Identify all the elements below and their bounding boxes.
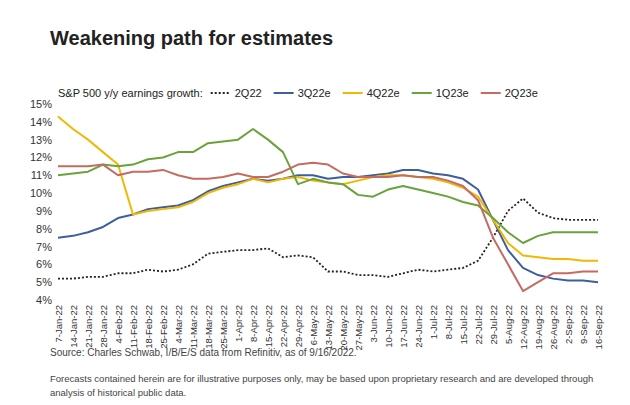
y-tick-label: 7% [36,241,52,253]
x-tick-label: 27-May-22 [353,305,364,350]
legend-swatch [412,92,432,94]
x-tick-label: 25-Mar-22 [218,305,229,349]
x-tick-label: 4-Mar-22 [173,305,184,344]
y-tick-label: 12% [30,151,52,163]
footnote: Forecasts contained herein are for illus… [50,373,593,384]
x-tick-label: 24-Jun-22 [413,305,424,348]
legend: S&P 500 y/y earnings growth: 2Q22 3Q22e 4Q2… [58,87,538,99]
x-tick-label: 2-Sep-22 [563,305,574,344]
x-tick-label: 25-Feb-22 [158,305,169,349]
x-tick-label: 21-Jan-22 [83,305,94,348]
legend-label: 2Q23e [505,87,538,99]
y-tick-label: 11% [31,169,52,181]
x-tick-label: 14-Jan-22 [68,305,79,348]
x-tick-label: 8-Jul-22 [443,305,454,339]
y-tick [55,228,57,229]
series-line [58,129,598,243]
y-tick [55,246,57,247]
x-tick-label: 1-Apr-22 [233,305,244,342]
legend-title: S&P 500 y/y earnings growth: [58,87,203,99]
x-tick-label: 22-Apr-22 [278,305,289,347]
y-tick-label: 15% [30,98,52,110]
x-tick-label: 12-Aug-22 [518,305,529,349]
x-tick-label: 1-Jul-22 [428,305,439,339]
x-tick-label: 7-Jan-22 [53,305,64,343]
legend-swatch [211,92,231,94]
x-tick-label: 19-Aug-22 [533,305,544,349]
y-tick [55,282,57,283]
x-tick-label: 28-Jan-22 [98,305,109,348]
series-line [58,116,598,260]
y-tick [55,175,57,176]
legend-swatch [274,92,294,94]
x-tick-label: 8-Apr-22 [248,305,259,342]
x-tick-label: 13-May-22 [323,305,334,350]
x-tick-label: 18-Mar-22 [203,305,214,349]
y-tick [55,157,57,158]
legend-label: 4Q22e [367,87,400,99]
y-tick-label: 14% [30,116,52,128]
x-tick-label: 17-Jun-22 [398,305,409,348]
series-line [58,170,598,282]
y-tick-label: 10% [30,187,52,199]
y-tick [55,210,57,211]
y-tick-label: 8% [36,223,52,235]
y-tick [55,121,57,122]
x-tick-label: 10-Jun-22 [383,305,394,348]
source: Source: Charles Schwab, I/B/E/S data fro… [50,347,357,358]
x-tick-label: 3-Jun-22 [368,305,379,343]
x-tick-label: 22-Jul-22 [473,305,484,345]
x-tick-label: 6-May-22 [308,305,319,345]
plot-area [58,116,598,291]
legend-label: 2Q22 [235,87,262,99]
y-tick-label: 9% [36,205,52,217]
series-line [58,163,598,291]
x-tick-label: 26-Aug-22 [548,305,559,349]
y-tick [55,139,57,140]
y-tick [55,104,57,105]
y-tick [55,264,57,265]
x-tick-label: 15-Apr-22 [263,305,274,347]
y-tick [55,300,57,301]
x-tick-label: 11-Feb-22 [128,305,139,348]
x-tick-label: 29-Jul-22 [488,305,499,345]
legend-label: 1Q23e [436,87,469,99]
x-tick-label: 5-Aug-22 [503,305,514,344]
y-tick-label: 5% [36,276,52,288]
y-tick-label: 13% [30,134,52,146]
x-tick-label: 9-Sep-22 [578,305,589,344]
x-tick-label: 4-Feb-22 [113,305,124,344]
title: Weakening path for estimates [50,27,333,49]
y-tick-label: 4% [36,294,52,306]
x-tick-label: 20-May-22 [338,305,349,350]
chart: Weakening path for estimates S&P 500 y/y … [0,0,630,405]
x-tick-label: 15-Jul-22 [458,305,469,345]
legend-swatch [343,92,363,94]
x-tick-label: 18-Feb-22 [143,305,154,349]
x-tick-label: 16-Sep-22 [593,305,604,349]
footnote: analysis of historical public data. [50,387,186,398]
legend-swatch [481,92,501,94]
y-tick-label: 6% [36,258,52,270]
x-tick-label: 11-Mar-22 [188,305,199,348]
x-tick-label: 29-Apr-22 [293,305,304,347]
legend-label: 3Q22e [298,87,331,99]
y-tick [55,193,57,194]
